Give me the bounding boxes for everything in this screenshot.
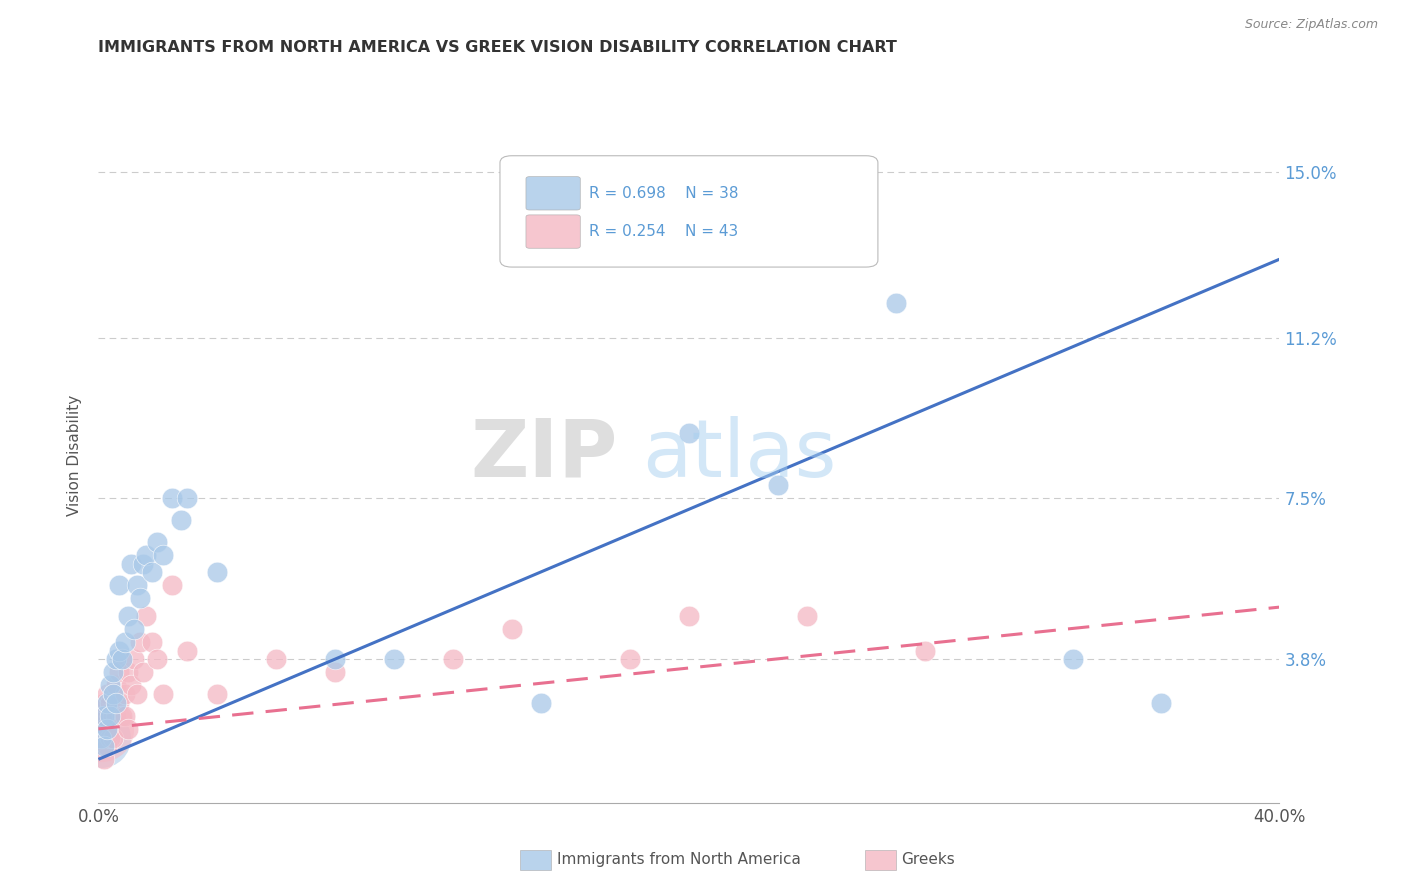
Point [103, 687, 125, 701]
Point [111, 652, 134, 666]
Point [176, 491, 198, 506]
Point [90, 708, 112, 723]
Point [105, 652, 128, 666]
Point [90, 708, 112, 723]
Point [141, 566, 163, 580]
FancyBboxPatch shape [526, 177, 581, 210]
Text: ZIP: ZIP [471, 416, 619, 494]
Point [1062, 652, 1084, 666]
Point [132, 557, 155, 571]
Point [96, 739, 118, 754]
Point [162, 578, 183, 592]
Point [96, 687, 118, 701]
Point [114, 687, 136, 701]
Point [111, 652, 134, 666]
Point [122, 652, 145, 666]
Point [105, 708, 128, 723]
Point [264, 652, 287, 666]
Point [111, 708, 134, 723]
Point [146, 534, 169, 549]
Point [93, 739, 115, 754]
Point [141, 635, 163, 649]
Text: Immigrants from North America: Immigrants from North America [557, 853, 800, 867]
Point [205, 566, 228, 580]
Point [135, 548, 157, 562]
Point [93, 722, 115, 736]
Point [103, 708, 125, 723]
Point [884, 295, 907, 310]
Text: atlas: atlas [641, 416, 837, 494]
Point [98, 708, 121, 723]
Point [93, 752, 115, 766]
Point [122, 622, 145, 636]
Point [96, 722, 118, 736]
Point [105, 678, 128, 692]
Point [108, 696, 131, 710]
Point [162, 491, 183, 506]
Point [152, 548, 174, 562]
Point [90, 739, 112, 754]
Point [120, 557, 142, 571]
Point [170, 513, 193, 527]
Point [108, 665, 131, 680]
Point [117, 722, 139, 736]
Point [152, 687, 174, 701]
Point [105, 696, 128, 710]
Point [98, 678, 121, 692]
Point [114, 635, 136, 649]
Point [125, 578, 148, 592]
Point [135, 608, 157, 623]
Point [108, 578, 131, 592]
Point [1150, 696, 1173, 710]
Point [678, 608, 700, 623]
Point [176, 643, 198, 657]
Point [501, 622, 523, 636]
Point [128, 591, 150, 606]
Point [96, 696, 118, 710]
Point [90, 722, 112, 736]
Text: R = 0.698    N = 38: R = 0.698 N = 38 [589, 186, 738, 201]
Point [93, 696, 115, 710]
Point [678, 426, 700, 441]
Y-axis label: Vision Disability: Vision Disability [67, 394, 83, 516]
Point [114, 708, 136, 723]
Point [205, 687, 228, 701]
Text: Source: ZipAtlas.com: Source: ZipAtlas.com [1244, 18, 1378, 31]
Point [125, 687, 148, 701]
Point [117, 608, 139, 623]
Point [128, 635, 150, 649]
Point [441, 652, 464, 666]
Point [117, 665, 139, 680]
Point [103, 731, 125, 745]
Point [323, 665, 346, 680]
Point [382, 652, 405, 666]
Point [98, 731, 121, 745]
Point [93, 708, 115, 723]
Point [766, 478, 789, 492]
Point [619, 652, 641, 666]
Text: Greeks: Greeks [901, 853, 955, 867]
Point [108, 643, 131, 657]
Point [914, 643, 936, 657]
Point [103, 687, 125, 701]
Point [103, 665, 125, 680]
Point [796, 608, 818, 623]
FancyBboxPatch shape [526, 215, 581, 248]
Point [98, 696, 121, 710]
Point [90, 731, 112, 745]
Point [90, 731, 112, 745]
FancyBboxPatch shape [501, 156, 877, 267]
Point [132, 665, 155, 680]
Point [120, 678, 142, 692]
Point [146, 652, 169, 666]
Point [96, 722, 118, 736]
Text: IMMIGRANTS FROM NORTH AMERICA VS GREEK VISION DISABILITY CORRELATION CHART: IMMIGRANTS FROM NORTH AMERICA VS GREEK V… [98, 40, 897, 55]
Point [605, 209, 627, 223]
Text: R = 0.254    N = 43: R = 0.254 N = 43 [589, 224, 738, 239]
Point [530, 696, 553, 710]
Point [323, 652, 346, 666]
Point [93, 722, 115, 736]
